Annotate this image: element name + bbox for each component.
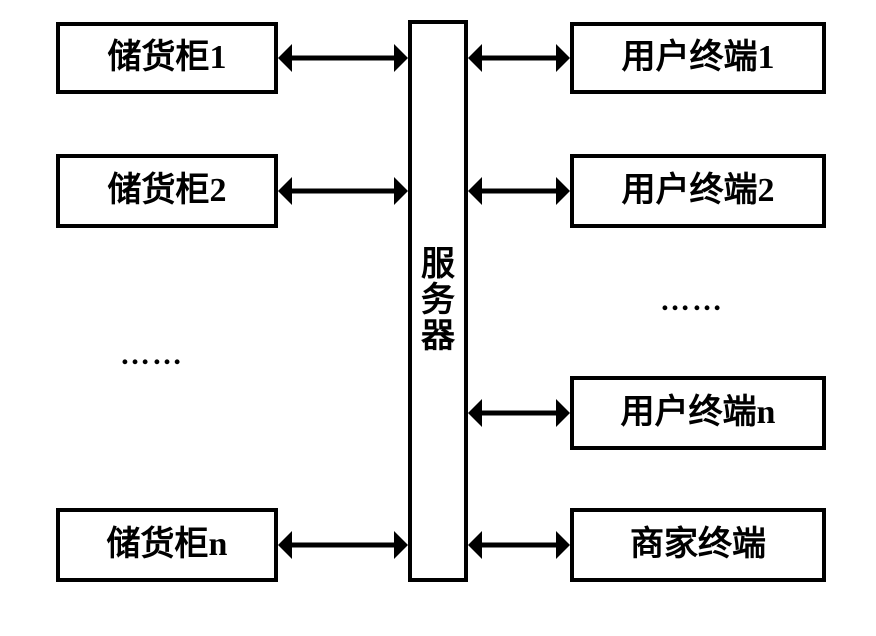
- node-M: 商家终端: [570, 508, 826, 582]
- double-arrow: [278, 177, 408, 205]
- node-L1: 储货柜1: [56, 22, 278, 94]
- node-label: 储货柜2: [108, 173, 227, 209]
- node-R2: 用户终端2: [570, 154, 826, 228]
- double-arrow: [278, 44, 408, 72]
- double-arrow: [468, 177, 570, 205]
- node-label: 用户终端2: [622, 173, 775, 209]
- node-label: 用户终端1: [622, 40, 775, 76]
- node-L2: 储货柜2: [56, 154, 278, 228]
- double-arrow: [468, 399, 570, 427]
- node-label: 商家终端: [630, 527, 766, 563]
- diagram-canvas: 服务器 储货柜1 储货柜2 储货柜n 用户终端1 用户终端2 用户终端n 商家终端 …… ……: [0, 0, 876, 636]
- node-char: 器: [421, 319, 455, 355]
- node-char: 服: [421, 247, 455, 283]
- node-R1: 用户终端1: [570, 22, 826, 94]
- node-label: 储货柜1: [108, 40, 227, 76]
- double-arrow: [278, 531, 408, 559]
- double-arrow: [468, 531, 570, 559]
- node-label: 用户终端n: [621, 395, 776, 431]
- node-char: 务: [421, 283, 455, 319]
- double-arrow: [468, 44, 570, 72]
- node-Ln: 储货柜n: [56, 508, 278, 582]
- ellipsis-dotsR: ……: [660, 284, 724, 318]
- node-server: 服务器: [408, 20, 468, 582]
- ellipsis-dotsL: ……: [120, 338, 184, 372]
- node-Rn: 用户终端n: [570, 376, 826, 450]
- node-label: 储货柜n: [107, 527, 228, 563]
